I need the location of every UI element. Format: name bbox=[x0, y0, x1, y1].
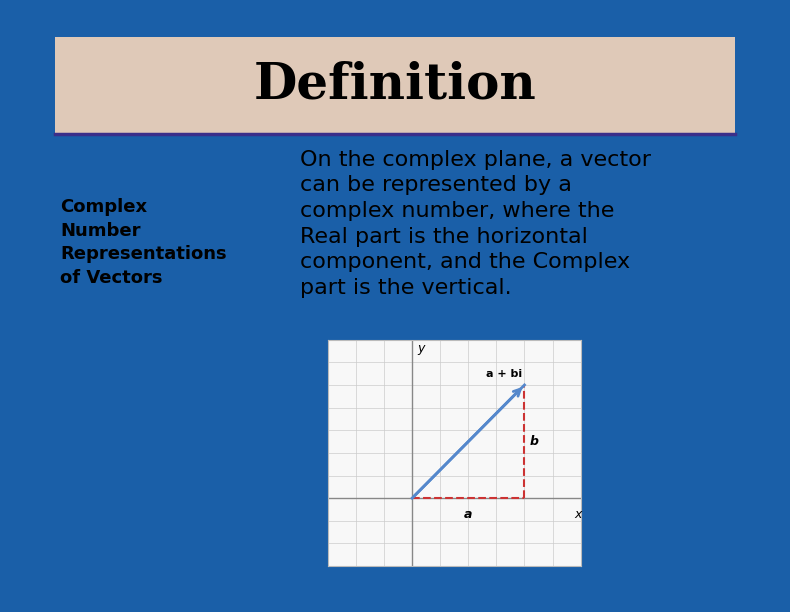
Text: Complex
Number
Representations
of Vectors: Complex Number Representations of Vector… bbox=[60, 198, 227, 287]
Text: b: b bbox=[530, 435, 539, 448]
Text: a + bi: a + bi bbox=[486, 369, 521, 379]
Text: x: x bbox=[574, 509, 581, 521]
Text: y: y bbox=[418, 342, 425, 355]
Text: Definition: Definition bbox=[254, 61, 536, 110]
Text: On the complex plane, a vector
can be represented by a
complex number, where the: On the complex plane, a vector can be re… bbox=[300, 150, 651, 298]
Text: a: a bbox=[464, 509, 472, 521]
FancyBboxPatch shape bbox=[55, 37, 735, 133]
